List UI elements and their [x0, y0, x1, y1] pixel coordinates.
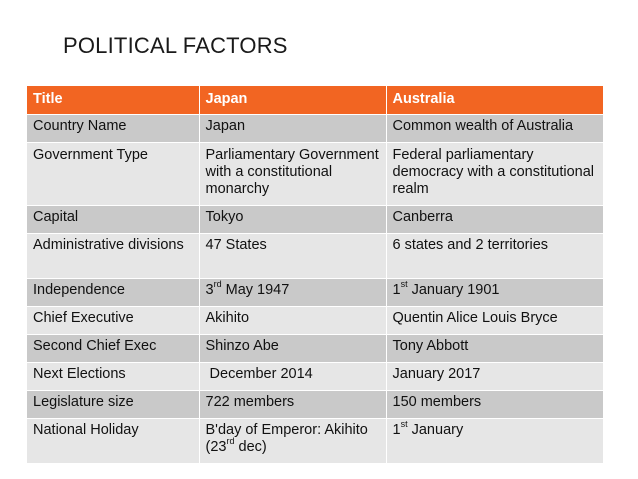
- holiday-text-end: dec): [234, 439, 267, 455]
- table-row-national-holiday: National Holiday B'day of Emperor: Akihi…: [27, 418, 603, 464]
- column-header-australia: Australia: [386, 86, 603, 115]
- row-title: Chief Executive: [27, 306, 200, 335]
- japan-value: 722 members: [199, 390, 387, 419]
- table-row-next-elections: Next Elections December 2014 January 201…: [27, 362, 603, 391]
- australia-value: Quentin Alice Louis Bryce: [386, 306, 603, 335]
- date-rest: January: [407, 422, 464, 438]
- table-row-government-type: Government Type Parliamentary Government…: [27, 142, 603, 206]
- column-header-title: Title: [27, 86, 200, 115]
- row-title: Legislature size: [27, 390, 200, 419]
- date-day: 1: [392, 422, 401, 438]
- row-title: National Holiday: [27, 418, 200, 464]
- australia-value: 1st January: [386, 418, 603, 464]
- row-title: Capital: [27, 205, 200, 234]
- australia-value: 1st January 1901: [386, 278, 603, 307]
- australia-value: 6 states and 2 territories: [386, 233, 603, 279]
- holiday-text: B'day of Emperor: Akihito (23: [205, 422, 368, 455]
- japan-value: 47 States: [199, 233, 387, 279]
- table-row-second-chief-exec: Second Chief Exec Shinzo Abe Tony Abbott: [27, 334, 603, 363]
- australia-value: Common wealth of Australia: [386, 114, 603, 143]
- row-title: Government Type: [27, 142, 200, 206]
- japan-value: Shinzo Abe: [199, 334, 387, 363]
- column-header-japan: Japan: [199, 86, 387, 115]
- japan-value: Tokyo: [199, 205, 387, 234]
- table-row-administrative-divisions: Administrative divisions 47 States 6 sta…: [27, 233, 603, 279]
- ordinal-suffix: st: [400, 419, 408, 430]
- japan-value: B'day of Emperor: Akihito (23rd dec): [199, 418, 387, 464]
- table-row-independence: Independence 3rd May 1947 1st January 19…: [27, 278, 603, 307]
- japan-value: Akihito: [199, 306, 387, 335]
- japan-value: December 2014: [199, 362, 387, 391]
- slide-title: POLITICAL FACTORS: [63, 33, 288, 58]
- australia-value: Canberra: [386, 205, 603, 234]
- table-row-capital: Capital Tokyo Canberra: [27, 205, 603, 234]
- table-row-chief-executive: Chief Executive Akihito Quentin Alice Lo…: [27, 306, 603, 335]
- row-title: Administrative divisions: [27, 233, 200, 279]
- ordinal-suffix: rd: [213, 279, 222, 290]
- australia-value: Federal parliamentary democracy with a c…: [386, 142, 603, 206]
- table-header-row: Title Japan Australia: [27, 86, 603, 115]
- row-title: Independence: [27, 278, 200, 307]
- japan-value: Japan: [199, 114, 387, 143]
- australia-value: January 2017: [386, 362, 603, 391]
- table-row-legislature-size: Legislature size 722 members 150 members: [27, 390, 603, 419]
- japan-value: Parliamentary Government with a constitu…: [199, 142, 387, 206]
- australia-value: 150 members: [386, 390, 603, 419]
- political-factors-table: Title Japan Australia Country Name Japan…: [27, 86, 603, 464]
- row-title: Country Name: [27, 114, 200, 143]
- date-rest: January 1901: [407, 282, 500, 298]
- row-title: Second Chief Exec: [27, 334, 200, 363]
- japan-value: 3rd May 1947: [199, 278, 387, 307]
- ordinal-suffix: rd: [226, 436, 235, 447]
- date-rest: May 1947: [221, 282, 290, 298]
- ordinal-suffix: st: [400, 279, 408, 290]
- date-day: 1: [392, 282, 401, 298]
- table-row-country-name: Country Name Japan Common wealth of Aust…: [27, 114, 603, 143]
- australia-value: Tony Abbott: [386, 334, 603, 363]
- row-title: Next Elections: [27, 362, 200, 391]
- date-day: 3: [205, 282, 214, 298]
